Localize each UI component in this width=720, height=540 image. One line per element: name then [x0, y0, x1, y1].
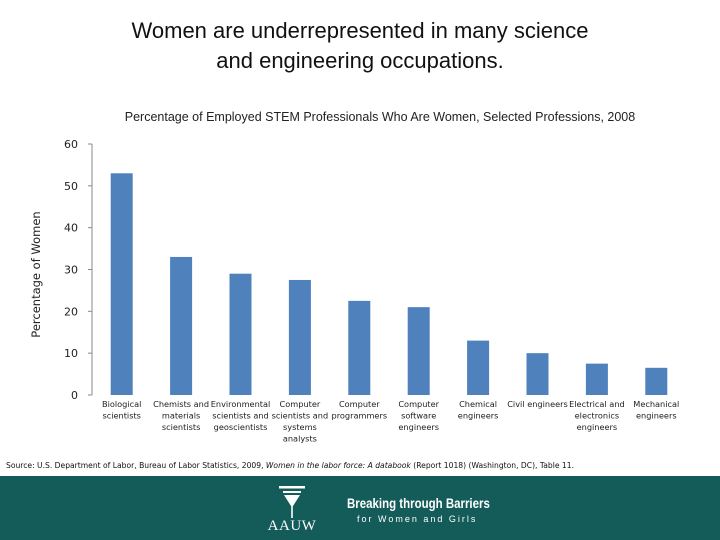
x-category-label: Chemists and materials scientists	[153, 399, 209, 432]
aauw-logo-text: AAUW	[267, 518, 317, 534]
tagline-subheading: for Women and Girls	[357, 514, 478, 524]
y-tick-label: 0	[71, 389, 78, 402]
x-category-label: Civil engineers	[507, 399, 568, 409]
x-category-label: Environmental scientists and geoscientists	[211, 399, 271, 432]
slide-title-line-1: Women are underrepresented in many scien…	[131, 18, 589, 43]
bar	[526, 353, 549, 395]
y-tick-label: 10	[64, 347, 78, 360]
aauw-torch-icon	[279, 486, 305, 518]
y-tick-label: 60	[64, 138, 78, 151]
x-category-label: Computer scientists and systems analysts	[272, 399, 329, 444]
y-axis-title: Percentage of Women	[29, 211, 43, 337]
bar	[229, 273, 252, 395]
slide-title-line-2: and engineering occupations.	[216, 48, 504, 73]
y-tick-label: 50	[64, 180, 78, 193]
x-category-label: Mechanical engineers	[633, 399, 679, 421]
slide-title: Women are underrepresented in many scien…	[60, 16, 660, 76]
y-tick-label: 20	[64, 305, 78, 318]
source-note: Source: U.S. Department of Labor, Bureau…	[6, 461, 718, 470]
x-category-label: Electrical and electronics engineers	[569, 399, 625, 432]
footer-banner: AAUW Breaking through Barriers for Women…	[0, 476, 720, 540]
tagline-heading: Breaking through Barriers	[347, 496, 490, 511]
bar-chart: 0 10 20 30 40 50 60 Percentage of Women Biologic…	[29, 138, 679, 444]
chart-title: Percentage of Employed STEM Professional…	[124, 110, 636, 124]
bar	[467, 340, 490, 395]
bar	[288, 279, 311, 395]
source-title: Women in the labor force: A databook	[265, 461, 411, 470]
bar	[348, 300, 371, 395]
y-tick-label: 40	[64, 222, 78, 235]
x-category-label: Chemical engineers	[458, 399, 499, 421]
source-prefix: Source: U.S. Department of Labor, Bureau…	[6, 461, 266, 470]
x-category-label: Biological scientists	[102, 399, 141, 421]
bar	[585, 363, 608, 395]
bar	[110, 173, 133, 395]
source-suffix: (Report 1018) (Washington, DC), Table 11…	[410, 461, 574, 470]
bar	[170, 256, 193, 395]
x-category-label: Computer software engineers	[398, 399, 439, 432]
y-tick-label: 30	[64, 264, 78, 277]
x-category-label: Computer programmers	[332, 399, 388, 421]
bar	[645, 367, 668, 395]
bar	[407, 307, 430, 395]
